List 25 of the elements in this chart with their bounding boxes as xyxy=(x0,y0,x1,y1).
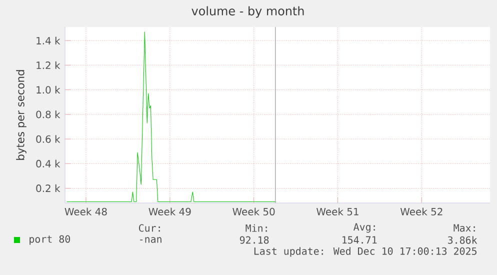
x-tick-label: Week 52 xyxy=(400,208,442,216)
text: Max: xyxy=(454,224,475,232)
x-tick-label: Week 48 xyxy=(64,208,107,216)
text: Cur: xyxy=(138,224,160,232)
text: 154.71 xyxy=(342,236,377,244)
y-tick-label: 0.4 k xyxy=(36,160,60,168)
y-tick-label: 1.0 k xyxy=(36,86,60,94)
y-tick-label: 1.4 k xyxy=(36,36,60,44)
text: 3.86k xyxy=(448,236,478,244)
x-tick-label: Week 50 xyxy=(232,208,275,216)
text: -nan xyxy=(140,237,162,243)
legend-label: port 80 xyxy=(30,235,70,245)
x-tick-label: Week 49 xyxy=(148,208,191,216)
y-tick-label: 0.8 k xyxy=(36,110,60,118)
text: Avg: xyxy=(354,223,375,233)
text: Last update: Wed Dec 10 17:00:13 2025 xyxy=(254,247,476,257)
chart-title: volume - by month xyxy=(192,6,304,18)
y-tick-label: 1.2 k xyxy=(36,61,60,69)
y-axis-title: bytes per second xyxy=(16,70,26,160)
line-series xyxy=(66,32,276,202)
y-tick-label: 0.2 k xyxy=(36,184,60,192)
text: 92.18 xyxy=(240,236,269,244)
text: Min: xyxy=(246,224,267,232)
y-tick-label: 0.6 k xyxy=(36,135,60,143)
x-tick-label: Week 51 xyxy=(316,208,358,216)
